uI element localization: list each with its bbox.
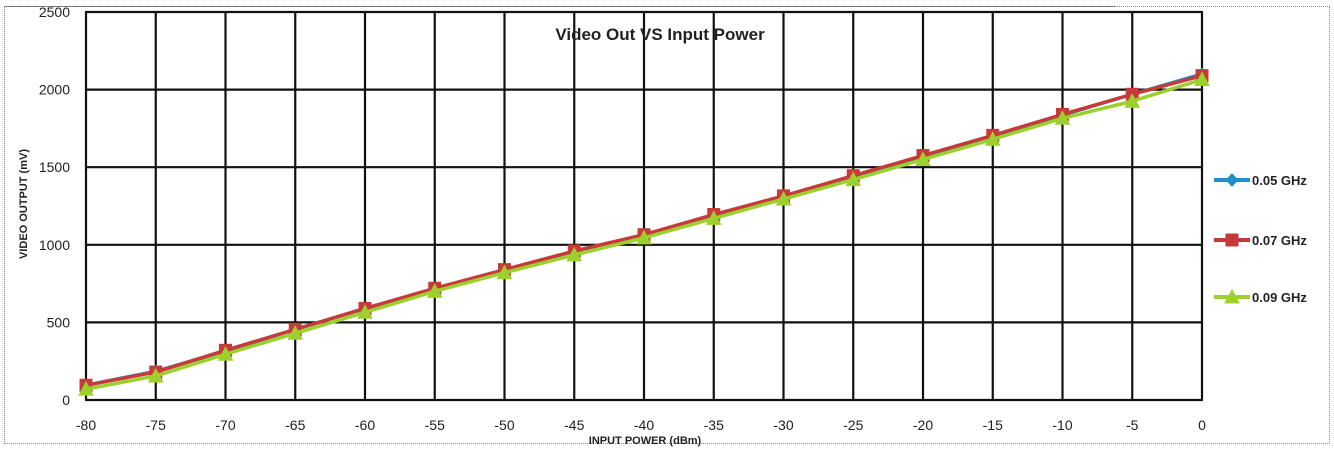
y-tick-label: 2000 (39, 82, 70, 98)
legend-label: 0.05 GHz (1252, 173, 1307, 188)
y-tick-label: 2500 (39, 4, 70, 20)
data-point (287, 325, 304, 340)
data-point (217, 346, 234, 361)
legend-label: 0.07 GHz (1252, 233, 1307, 248)
data-point (147, 367, 164, 383)
data-point (566, 246, 583, 262)
legend-label: 0.09 GHz (1252, 290, 1307, 305)
y-tick-label: 1000 (39, 237, 70, 253)
y-axis-label: VIDEO OUTPUT (mV) (18, 149, 30, 259)
series-3 (78, 71, 1210, 396)
x-tick-label: -50 (494, 417, 514, 433)
data-point (636, 229, 652, 245)
legend-marker (1225, 233, 1239, 247)
x-tick-label: -25 (843, 417, 863, 433)
x-tick-label: -45 (564, 417, 584, 433)
x-tick-label: -10 (1052, 417, 1072, 433)
tick-labels: -80 -75 -70 -65 -60 -55 -50 -45 -40 -35 -30 -25 -20-… (39, 4, 1206, 433)
data-point (984, 131, 1001, 146)
legend: 0.05 GHz 0.07 GHz 0.09 GHz (1214, 173, 1307, 305)
x-tick-label: -75 (146, 417, 166, 433)
legend-entry-1: 0.05 GHz (1214, 173, 1307, 188)
x-tick-label: -65 (285, 417, 305, 433)
data-point (357, 304, 373, 319)
x-tick-label: -35 (704, 417, 724, 433)
series-lines (78, 67, 1210, 396)
data-point (1124, 93, 1141, 108)
data-point (845, 171, 862, 187)
x-tick-label: -15 (983, 417, 1003, 433)
chart-title: Video Out VS Input Power (555, 25, 765, 44)
x-tick-label: -40 (634, 417, 654, 433)
data-point (775, 190, 792, 206)
x-tick-label: -5 (1126, 417, 1139, 433)
x-tick-label: -60 (355, 417, 375, 433)
x-tick-label: -80 (76, 417, 96, 433)
x-tick-label: -70 (215, 417, 235, 433)
legend-entry-3: 0.09 GHz (1214, 288, 1307, 305)
x-tick-label: 0 (1198, 417, 1206, 433)
data-point (496, 264, 513, 280)
data-point (78, 381, 94, 396)
data-point (1054, 110, 1071, 125)
x-axis-label: INPUT POWER (dBm) (589, 435, 702, 447)
data-point (705, 210, 722, 225)
legend-marker (1225, 173, 1239, 187)
x-tick-label: -20 (913, 417, 933, 433)
legend-entry-2: 0.07 GHz (1214, 233, 1307, 248)
y-tick-label: 1500 (39, 159, 70, 175)
x-tick-label: -55 (425, 417, 445, 433)
data-point (915, 151, 931, 166)
y-tick-label: 500 (47, 314, 71, 330)
chart-frame (4, 6, 1330, 444)
data-point (426, 283, 443, 298)
x-tick-label: -30 (773, 417, 793, 433)
data-point (1194, 71, 1210, 87)
y-tick-label: 0 (62, 392, 70, 408)
legend-marker (1224, 288, 1240, 304)
